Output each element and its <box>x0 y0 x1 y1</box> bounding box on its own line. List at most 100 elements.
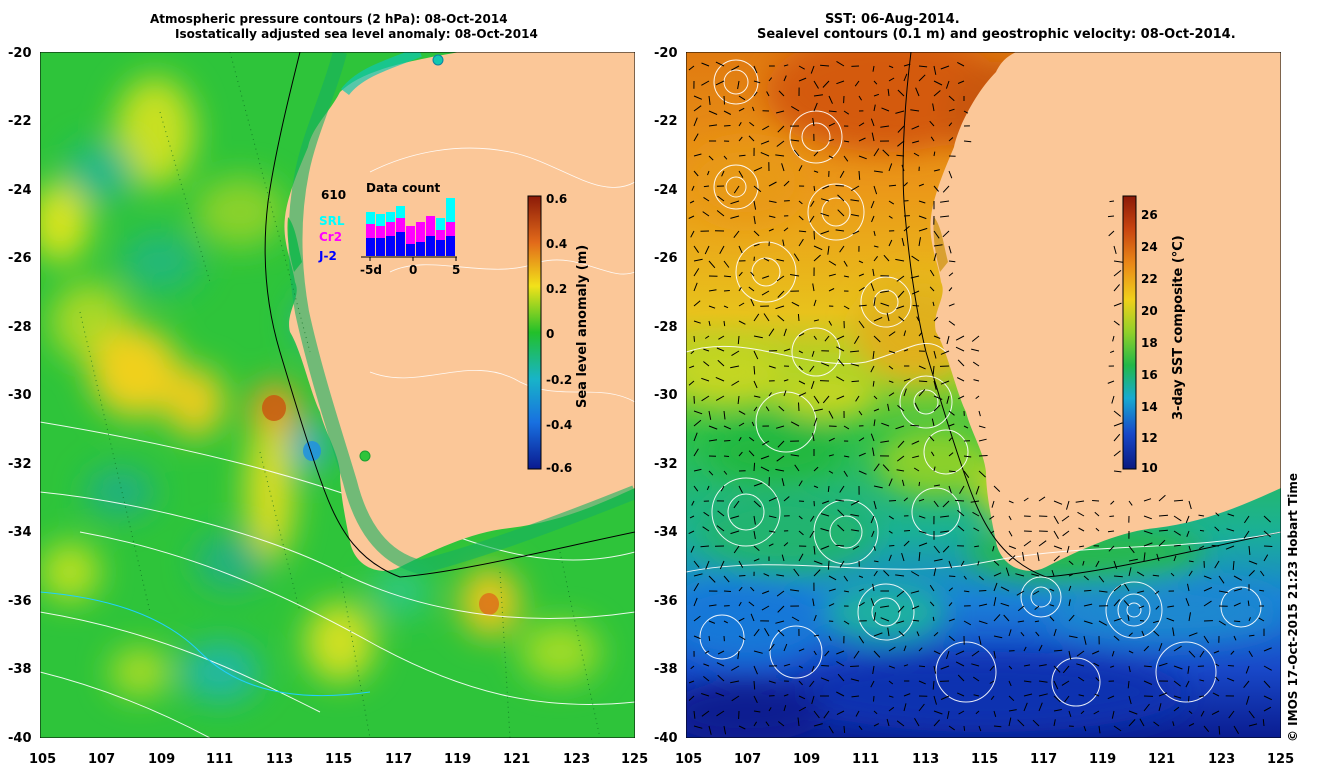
velocity-arrow <box>1023 540 1032 547</box>
velocity-arrow <box>933 568 937 577</box>
velocity-arrow <box>1113 410 1122 417</box>
velocity-arrow <box>872 665 875 674</box>
velocity-arrow <box>1062 530 1070 537</box>
velocity-arrow <box>798 77 807 82</box>
velocity-arrow <box>723 155 728 160</box>
velocity-arrow <box>1113 302 1122 307</box>
colorbar-tick: 18 <box>1141 336 1158 350</box>
velocity-arrow <box>929 435 935 442</box>
colorbar-tick: -0.6 <box>546 461 572 475</box>
velocity-arrow <box>858 304 867 307</box>
velocity-arrow <box>963 470 970 478</box>
velocity-arrow <box>888 478 893 487</box>
velocity-arrow <box>708 155 714 161</box>
velocity-arrow <box>911 290 920 295</box>
velocity-arrow <box>1053 515 1059 525</box>
velocity-arrow <box>837 358 845 367</box>
velocity-arrow <box>715 80 725 86</box>
velocity-arrow <box>813 634 819 637</box>
colorbar-tick: 20 <box>1141 304 1158 318</box>
velocity-arrow <box>693 582 700 592</box>
velocity-arrow <box>1093 710 1100 715</box>
velocity-arrow <box>843 260 848 267</box>
velocity-arrow <box>1083 620 1093 625</box>
velocity-arrow <box>753 558 760 562</box>
velocity-arrow <box>1078 694 1085 697</box>
velocity-arrow <box>753 650 763 654</box>
velocity-arrow <box>813 395 820 404</box>
velocity-arrow <box>1198 514 1205 517</box>
velocity-arrow <box>872 268 875 277</box>
velocity-arrow <box>777 605 785 613</box>
velocity-arrow <box>933 695 937 705</box>
velocity-arrow <box>1243 530 1250 539</box>
velocity-arrow <box>903 182 908 187</box>
velocity-arrow <box>716 710 725 717</box>
velocity-arrow <box>730 215 740 219</box>
velocity-arrow <box>915 87 920 97</box>
velocity-arrow <box>776 275 785 282</box>
legend-srl: SRL <box>319 214 345 228</box>
lon-label: 125 <box>621 752 649 767</box>
velocity-arrow <box>911 440 920 445</box>
velocity-arrow <box>873 80 878 85</box>
velocity-arrow <box>1128 500 1133 506</box>
colorbar-tick: 14 <box>1141 400 1158 414</box>
velocity-arrow <box>763 573 770 577</box>
velocity-arrow <box>978 425 986 429</box>
velocity-arrow <box>750 298 755 307</box>
velocity-arrow <box>693 117 698 127</box>
velocity-arrow <box>912 140 920 144</box>
velocity-arrow <box>851 695 860 698</box>
velocity-arrow <box>843 425 850 430</box>
velocity-arrow <box>730 515 740 519</box>
velocity-arrow <box>753 395 761 398</box>
velocity-arrow <box>873 408 880 412</box>
velocity-arrow <box>723 455 730 457</box>
velocity-arrow <box>836 661 845 667</box>
velocity-arrow <box>1247 600 1250 607</box>
velocity-arrow <box>762 590 770 595</box>
velocity-arrow <box>707 170 710 176</box>
velocity-arrow <box>798 215 804 221</box>
velocity-arrow <box>858 137 866 142</box>
velocity-arrow <box>798 165 803 172</box>
velocity-arrow <box>693 268 700 277</box>
velocity-arrow <box>873 316 883 322</box>
velocity-arrow <box>777 290 785 298</box>
colorbar-tick: -0.4 <box>546 418 572 432</box>
velocity-arrow <box>933 80 943 86</box>
velocity-arrow <box>1091 650 1100 655</box>
velocity-arrow <box>1243 680 1250 689</box>
velocity-arrow <box>990 530 995 534</box>
velocity-arrow <box>1170 572 1175 577</box>
australia-land <box>930 52 1281 571</box>
velocity-arrow <box>912 305 920 307</box>
velocity-arrow <box>828 454 834 457</box>
velocity-arrow <box>989 515 995 520</box>
velocity-arrow <box>1008 709 1017 712</box>
velocity-arrow <box>693 468 702 472</box>
velocity-arrow <box>872 583 875 592</box>
velocity-arrow <box>1214 526 1220 532</box>
velocity-arrow <box>914 717 920 727</box>
velocity-arrow <box>971 335 980 342</box>
velocity-arrow <box>903 63 911 67</box>
velocity-arrow <box>1188 612 1191 622</box>
velocity-arrow <box>753 721 758 727</box>
velocity-arrow <box>828 95 833 104</box>
velocity-arrow <box>887 88 890 97</box>
lon-label: 119 <box>444 752 472 767</box>
velocity-arrow <box>723 95 725 105</box>
velocity-arrow <box>946 710 950 719</box>
velocity-arrow <box>715 61 725 67</box>
right-map-title-line2: Sealevel contours (0.1 m) and geostrophi… <box>757 27 1236 42</box>
velocity-arrow <box>911 571 920 577</box>
velocity-arrow <box>1053 545 1063 550</box>
velocity-arrow <box>1230 650 1235 655</box>
velocity-arrow <box>973 694 980 697</box>
velocity-arrow <box>872 380 875 387</box>
velocity-arrow <box>1187 583 1190 592</box>
lon-label: 117 <box>385 752 413 767</box>
velocity-arrow <box>798 392 807 397</box>
